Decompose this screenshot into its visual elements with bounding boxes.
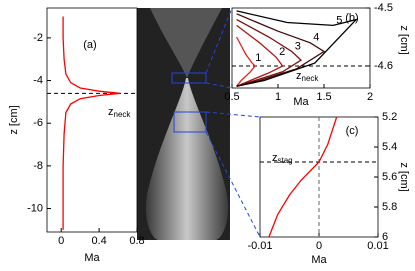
data-line (236, 36, 256, 87)
reference-label: zneck (108, 106, 131, 119)
plot-frame (46, 7, 138, 233)
y-axis-label: z [cm] (8, 105, 20, 134)
subscript: neck (302, 74, 320, 83)
photo (137, 7, 261, 240)
y-tick-label: -8 (33, 160, 43, 172)
x-tick-label: 0.01 (367, 240, 388, 252)
y-tick-label: -4.6 (374, 60, 393, 72)
x-tick-label: 0.4 (91, 235, 106, 247)
x-tick-label: 0.5 (224, 91, 239, 103)
series-label: 4 (313, 32, 319, 44)
y-tick-label: 5.6 (382, 171, 397, 183)
x-tick-label: 1 (275, 91, 281, 103)
panel-label: (a) (83, 39, 96, 51)
y-tick-label: -4.5 (374, 2, 393, 14)
x-tick-label: 1.5 (316, 91, 331, 103)
series-label: 5 (336, 14, 342, 26)
x-tick-label: 0 (316, 240, 322, 252)
y-axis-label: z [cm] (398, 162, 410, 191)
plot-frame (231, 7, 371, 89)
data-line (236, 10, 359, 87)
y-tick-label: -2 (33, 32, 43, 44)
x-axis-label: Ma (293, 96, 309, 108)
reference-label: zneck (296, 70, 319, 83)
x-tick-label: 0 (58, 235, 64, 247)
x-axis-label: Ma (84, 252, 100, 264)
panel-label: (c) (346, 125, 359, 137)
x-tick-label: 2 (367, 91, 373, 103)
data-line (268, 116, 338, 238)
y-tick-label: 6 (382, 231, 388, 243)
series-label: 3 (295, 40, 301, 52)
data-line (236, 13, 326, 87)
y-axis-label: z [cm] (398, 25, 410, 54)
x-axis-label: Ma (311, 254, 327, 266)
y-tick-label: 5.4 (382, 141, 397, 153)
data-line (62, 16, 120, 230)
y-tick-label: -10 (27, 202, 43, 214)
data-line (236, 19, 303, 87)
y-tick-label: 5.8 (382, 201, 397, 213)
x-tick-label: -0.01 (247, 240, 272, 252)
x-tick-label: 0.8 (129, 235, 144, 247)
subscript: neck (114, 110, 132, 119)
data-line (236, 24, 284, 87)
y-tick-label: -6 (33, 117, 43, 129)
subscript: stag (278, 156, 293, 165)
series-label: 2 (279, 46, 285, 58)
series-label: 1 (255, 52, 261, 64)
y-tick-label: -4 (33, 74, 43, 86)
reference-label: zstag (272, 152, 293, 165)
y-tick-label: 5.2 (382, 111, 397, 123)
